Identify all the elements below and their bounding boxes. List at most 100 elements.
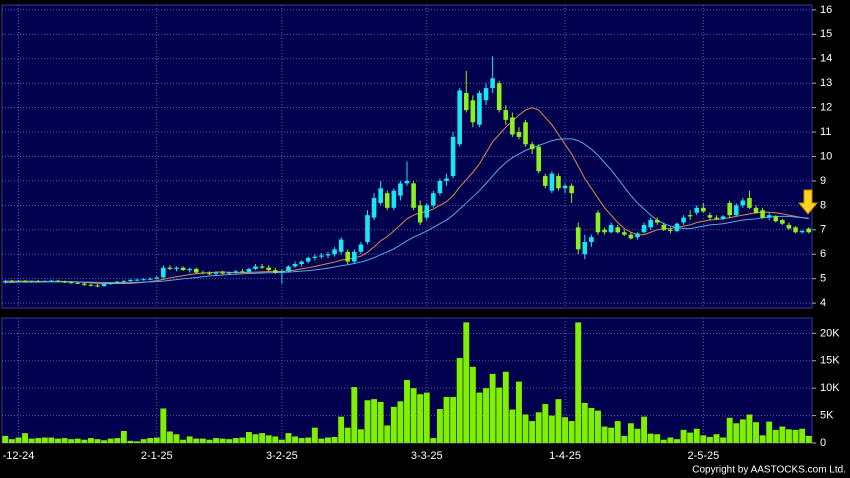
candle-body: [549, 173, 555, 191]
volume-bar: [654, 434, 661, 443]
candle-body: [707, 215, 713, 218]
volume-bar: [318, 438, 325, 443]
y-tick-label: 6: [820, 248, 826, 260]
volume-bar: [772, 429, 779, 443]
candle-body: [661, 224, 667, 230]
candle-body: [806, 228, 812, 233]
volume-bar: [562, 417, 569, 443]
candle-body: [780, 220, 785, 224]
candle-body: [668, 229, 673, 232]
volume-bar: [575, 322, 582, 443]
volume-bar: [792, 429, 799, 443]
volume-bar: [305, 437, 312, 443]
candle-body: [457, 90, 462, 145]
candle-body: [470, 100, 476, 123]
candle-body: [648, 220, 653, 228]
volume-bar: [265, 435, 272, 443]
candle-body: [62, 281, 67, 283]
volume-bar: [739, 419, 746, 443]
volume-bar: [94, 439, 101, 443]
candle-body: [266, 267, 272, 271]
y-tick-label: 11: [820, 126, 831, 138]
y-tick-label: 5: [820, 273, 826, 285]
candle-body: [523, 122, 528, 145]
volume-bar: [483, 388, 489, 443]
y-tick-label: 0: [820, 437, 826, 449]
volume-bar: [206, 439, 213, 443]
volume-bar: [674, 439, 680, 443]
volume-bar: [397, 401, 404, 443]
volume-bar: [331, 436, 338, 443]
volume-bar: [595, 410, 601, 443]
copyright: Copyright by AASTOCKS.com Ltd.: [692, 465, 846, 476]
volume-bar: [726, 417, 733, 443]
volume-bar: [2, 435, 9, 443]
candle-body: [490, 78, 495, 89]
candle-body: [378, 188, 383, 203]
volume-bar: [166, 431, 173, 443]
volume-bar: [298, 438, 305, 443]
y-tick-label: 9: [820, 175, 826, 187]
volume-bar: [199, 438, 206, 443]
volume-bar: [634, 428, 641, 443]
volume-bar: [588, 407, 595, 443]
volume-bar: [41, 437, 48, 443]
volume-bar: [410, 388, 417, 443]
candle-body: [463, 92, 469, 111]
volume-bar: [285, 433, 292, 443]
candle-body: [516, 132, 522, 137]
volume-bar: [489, 373, 496, 443]
volume-bar: [87, 438, 94, 443]
volume-bar: [74, 438, 81, 443]
candle-body: [365, 215, 370, 243]
volume-bar: [127, 440, 134, 443]
volume-bar: [22, 433, 29, 443]
volume-bar: [35, 438, 42, 443]
candle-body: [582, 242, 588, 255]
candle-body: [108, 283, 113, 285]
marker-arrow: [797, 189, 819, 215]
volume-bar: [693, 428, 700, 443]
candle-body: [569, 185, 574, 194]
candle-body: [29, 281, 34, 283]
volume-bar: [779, 426, 786, 443]
candle-body: [259, 266, 265, 268]
candle-body: [352, 251, 357, 262]
volume-bar: [785, 429, 792, 443]
candle-body: [82, 283, 87, 285]
volume-bar: [720, 437, 727, 443]
volume-bar: [245, 432, 252, 443]
candle-body: [68, 282, 74, 284]
candle-body: [299, 261, 304, 265]
candle-body: [398, 183, 403, 196]
volume-bar: [325, 437, 331, 443]
volume-bar: [213, 438, 219, 443]
volume-bar: [746, 414, 753, 443]
candle-body: [622, 232, 627, 235]
volume-bar: [733, 423, 740, 443]
candle-body: [2, 281, 8, 283]
candle-body: [226, 272, 232, 274]
volume-bar: [469, 366, 476, 443]
candle-body: [213, 272, 219, 274]
candle-body: [246, 268, 252, 272]
volume-bar: [140, 439, 147, 443]
candle-body: [602, 229, 607, 233]
volume-bar: [226, 439, 233, 443]
candle-body: [187, 268, 192, 271]
volume-bar: [436, 409, 443, 443]
candle-body: [345, 251, 351, 262]
candle-body: [733, 205, 739, 216]
volume-bar: [252, 434, 259, 443]
volume-bar: [160, 408, 167, 443]
volume-bar: [8, 439, 15, 443]
candle-body: [510, 117, 515, 135]
x-tick-label: 3-3-25: [411, 450, 443, 462]
volume-bar: [48, 437, 55, 443]
volume-bar: [292, 436, 299, 443]
candle-body: [575, 227, 581, 250]
y-tick-label: 10: [820, 150, 832, 162]
candle-body: [180, 267, 186, 271]
volume-bar: [496, 387, 503, 443]
candle-body: [101, 284, 107, 287]
